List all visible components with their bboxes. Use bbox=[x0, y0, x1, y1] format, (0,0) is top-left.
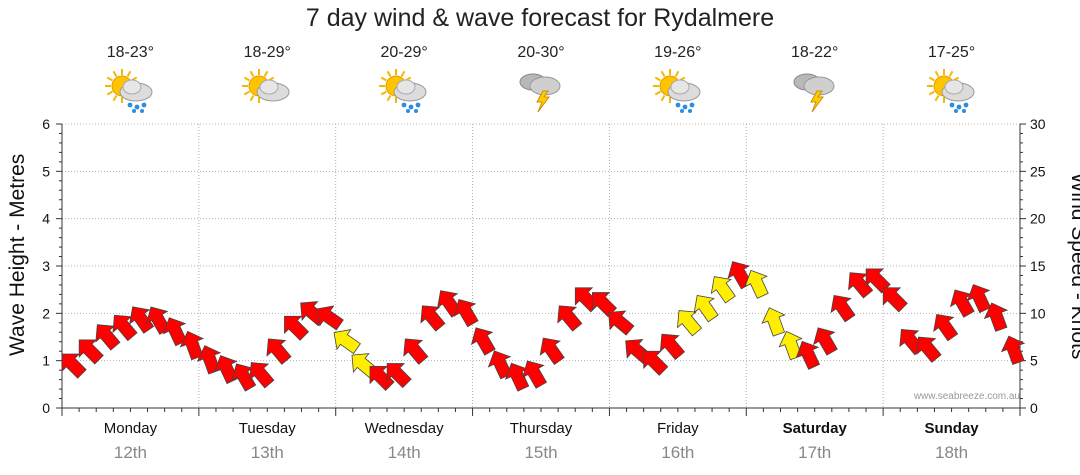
wind-arrow bbox=[403, 338, 429, 365]
wind-arrow bbox=[865, 268, 891, 294]
wind-arrow bbox=[420, 305, 446, 332]
day-name-label: Thursday bbox=[509, 420, 573, 437]
sun-cloud-rain-icon bbox=[105, 69, 153, 113]
day-date-label: 18th bbox=[935, 443, 969, 462]
day-weather: 20-29° bbox=[336, 44, 472, 114]
wind-arrow bbox=[761, 307, 786, 337]
day-weather: 20-30° bbox=[473, 44, 609, 114]
wind-arrow bbox=[539, 337, 565, 366]
wind-arrow bbox=[693, 295, 719, 323]
wind-arrow bbox=[795, 340, 821, 370]
wind-arrow bbox=[659, 333, 686, 361]
day-weather: 18-29° bbox=[199, 44, 335, 114]
wind-arrow bbox=[129, 306, 155, 334]
wind-arrow bbox=[504, 362, 530, 392]
wind-arrow bbox=[882, 287, 908, 313]
y-tick-label-right: 5 bbox=[1030, 353, 1038, 369]
sun-cloud-rain-icon bbox=[652, 69, 701, 113]
wind-arrow bbox=[61, 353, 87, 379]
watermark: www.seabreeze.com.au bbox=[913, 391, 1020, 402]
wind-arrow bbox=[1000, 335, 1026, 366]
wind-arrow bbox=[470, 327, 496, 356]
y-tick-label-right: 15 bbox=[1030, 258, 1046, 274]
y-tick-label-left: 2 bbox=[42, 305, 50, 321]
wind-arrow bbox=[333, 329, 361, 355]
wind-arrow bbox=[78, 339, 104, 365]
y-axis-left-label: Wave Height - Metres bbox=[6, 153, 29, 356]
day-temperature: 19-26° bbox=[654, 44, 702, 61]
y-tick-label-right: 20 bbox=[1030, 211, 1046, 227]
day-name-label: Monday bbox=[103, 420, 158, 437]
wind-arrow bbox=[266, 338, 292, 365]
y-tick-label-left: 1 bbox=[42, 353, 50, 369]
storm-cloud-icon bbox=[793, 73, 835, 113]
wind-arrow bbox=[453, 298, 479, 328]
storm-cloud-icon bbox=[519, 73, 561, 113]
day-name-label: Saturday bbox=[782, 420, 847, 437]
day-name-label: Sunday bbox=[924, 420, 979, 437]
day-name-label: Tuesday bbox=[238, 420, 296, 437]
y-axis-right-label: Wind Speed - Knots bbox=[1067, 172, 1080, 360]
wind-arrow bbox=[744, 269, 769, 299]
y-tick-label-left: 6 bbox=[42, 116, 50, 132]
day-temperature: 18-29° bbox=[243, 44, 291, 61]
day-date-label: 12th bbox=[113, 443, 147, 462]
wind-arrow bbox=[369, 365, 395, 392]
chart-title: 7 day wind & wave forecast for Rydalmere bbox=[305, 4, 775, 32]
y-tick-label-left: 3 bbox=[42, 258, 50, 274]
day-date-label: 13th bbox=[250, 443, 284, 462]
wind-arrow bbox=[949, 289, 975, 318]
day-temperature: 18-22° bbox=[791, 44, 839, 61]
wind-arrow bbox=[813, 327, 838, 356]
sun-cloud-rain-icon bbox=[379, 69, 427, 113]
y-tick-label-right: 25 bbox=[1030, 163, 1046, 179]
day-name-label: Wednesday bbox=[364, 420, 444, 437]
wind-arrow bbox=[231, 363, 257, 392]
wind-arrow bbox=[933, 313, 959, 342]
wind-arrow bbox=[608, 310, 635, 336]
wind-arrow bbox=[677, 310, 703, 337]
day-weather: 18-23° bbox=[62, 44, 198, 114]
wind-arrow bbox=[386, 363, 412, 389]
day-weather: 18-22° bbox=[747, 44, 883, 114]
wind-arrow bbox=[710, 276, 736, 304]
wind-arrow bbox=[966, 284, 992, 314]
wind-arrow bbox=[557, 305, 583, 332]
day-date-label: 15th bbox=[524, 443, 558, 462]
y-tick-label-right: 10 bbox=[1030, 305, 1046, 321]
wind-arrow bbox=[830, 295, 856, 323]
wind-arrow bbox=[848, 272, 874, 299]
wind-arrow bbox=[249, 362, 275, 389]
day-date-label: 17th bbox=[798, 443, 832, 462]
wind-arrow bbox=[522, 360, 548, 389]
day-temperature: 20-29° bbox=[380, 44, 428, 61]
wind-arrow bbox=[592, 292, 618, 318]
wind-arrow bbox=[643, 350, 669, 376]
day-weather: 19-26° bbox=[610, 44, 746, 114]
day-date-label: 14th bbox=[387, 443, 421, 462]
day-weather: 17-25° bbox=[884, 44, 1020, 114]
wind-arrows bbox=[61, 261, 1026, 392]
y-tick-label-left: 5 bbox=[42, 163, 50, 179]
day-temperature: 17-25° bbox=[927, 44, 976, 61]
day-temperature: 18-23° bbox=[106, 44, 155, 61]
y-tick-label-left: 4 bbox=[42, 211, 50, 227]
day-temperature: 20-30° bbox=[517, 44, 565, 61]
wind-arrow bbox=[916, 336, 942, 363]
wind-arrow bbox=[284, 315, 310, 341]
day-date-label: 16th bbox=[661, 443, 695, 462]
sun-cloud-icon bbox=[242, 69, 290, 103]
sun-cloud-rain-icon bbox=[926, 69, 975, 113]
y-tick-label-right: 0 bbox=[1030, 400, 1038, 416]
day-name-label: Friday bbox=[657, 420, 699, 437]
y-tick-label-left: 0 bbox=[42, 400, 50, 416]
wind-arrow bbox=[112, 314, 138, 342]
y-tick-label-right: 30 bbox=[1030, 116, 1046, 132]
wind-arrow bbox=[983, 302, 1009, 332]
wind-arrow bbox=[316, 305, 344, 331]
wind-arrow bbox=[95, 324, 121, 351]
